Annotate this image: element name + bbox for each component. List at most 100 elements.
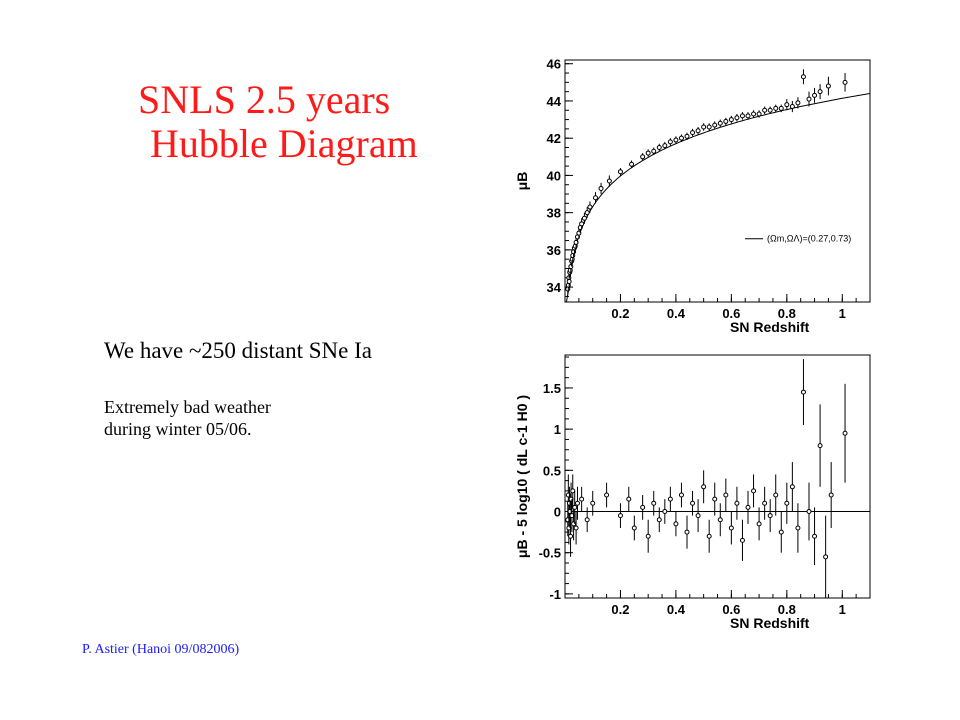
plot-frame: [564, 354, 871, 599]
data-point: [756, 111, 762, 117]
data-point: [678, 492, 684, 498]
data-point: [745, 504, 751, 510]
data-point: [745, 113, 751, 119]
data-point: [773, 105, 779, 111]
data-point: [728, 117, 734, 123]
data-point: [617, 169, 623, 175]
slide-title: SNLS 2.5 years Hubble Diagram: [138, 78, 418, 166]
data-point: [823, 554, 829, 560]
data-point: [784, 500, 790, 506]
data-point: [604, 492, 610, 498]
data-point: [640, 504, 646, 510]
data-point: [842, 79, 848, 85]
y-tick-label: 1: [554, 422, 561, 437]
data-point: [662, 143, 668, 149]
data-point: [667, 139, 673, 145]
data-point: [800, 389, 806, 395]
data-point: [572, 504, 578, 510]
title-line-2: Hubble Diagram: [150, 121, 418, 166]
data-point: [570, 488, 576, 494]
hubble-diagram: 0.2 0.4 0.6 0.8 1 34 36 38 40 42 44 46 SN Redshift (Ω…: [514, 57, 871, 335]
data-point: [566, 279, 572, 285]
hubble-residuals: 0.2 0.4 0.6 0.8 1 -1 -0.5 0 0.5 1 1.5 SN Redshift μB…: [514, 354, 871, 631]
data-point: [678, 135, 684, 141]
weather-note: Extremely bad weather during winter 05/0…: [104, 396, 271, 440]
data-point: [651, 148, 657, 154]
x-tick-label: 0.6: [722, 602, 740, 617]
x-tick-label: 0.4: [667, 602, 686, 617]
data-point: [728, 525, 734, 531]
data-point: [842, 430, 848, 436]
y-tick-label: 34: [547, 280, 562, 295]
data-point: [734, 500, 740, 506]
data-point: [795, 100, 801, 106]
y-tick-label: 38: [547, 206, 561, 221]
data-point: [828, 492, 834, 498]
y-tick-label: 42: [547, 131, 561, 146]
data-point: [717, 120, 723, 126]
data-point: [778, 529, 784, 535]
y-tick-label: 46: [547, 57, 561, 72]
x-tick-label: 0.8: [778, 602, 796, 617]
x-tick-label: 0.2: [611, 306, 629, 321]
x-tick-label: 0.8: [778, 306, 796, 321]
data-point: [673, 137, 679, 143]
y-axis-label: μB: [514, 172, 530, 191]
data-point: [579, 221, 585, 227]
y-tick-label: 0.5: [543, 463, 561, 478]
data-point: [789, 484, 795, 490]
data-point: [778, 105, 784, 111]
y-tick-label: 0: [554, 505, 561, 520]
sne-count-text: We have ~250 distant SNe Ia: [104, 338, 372, 363]
y-tick-label: 40: [547, 168, 561, 183]
data-point: [606, 178, 612, 184]
x-tick-label: 0.2: [611, 602, 629, 617]
y-tick-label: -0.5: [539, 546, 561, 561]
legend-label: (Ωm,ΩΛ)=(0.27,0.73): [767, 234, 851, 244]
data-point: [656, 144, 662, 150]
data-point: [789, 104, 795, 110]
data-point: [673, 521, 679, 527]
data-point: [706, 533, 712, 539]
data-point: [593, 195, 598, 201]
data-point: [712, 122, 718, 128]
data-point: [579, 496, 585, 502]
data-point: [573, 525, 579, 531]
x-tick-label: 0.4: [667, 306, 686, 321]
data-point: [645, 150, 651, 156]
data-point: [640, 154, 646, 160]
data-point: [695, 513, 701, 519]
data-point: [717, 517, 723, 523]
data-point: [684, 529, 690, 535]
data-point: [723, 118, 729, 124]
data-point: [817, 443, 823, 449]
y-tick-label: -1: [549, 587, 561, 602]
data-point: [767, 513, 773, 519]
data-point: [651, 500, 657, 506]
data-point: [684, 133, 690, 139]
data-point: [695, 128, 701, 134]
data-point: [581, 215, 587, 221]
title-line-1: SNLS 2.5 years: [138, 77, 391, 122]
data-point: [590, 500, 596, 506]
data-point: [587, 204, 593, 210]
data-point: [626, 496, 632, 502]
x-tick-label: 1: [839, 602, 846, 617]
data-point: [795, 525, 801, 531]
weather-note-line-1: Extremely bad weather: [104, 397, 271, 417]
data-point: [812, 92, 818, 98]
y-tick-label: 1.5: [543, 381, 561, 396]
data-point: [762, 500, 768, 506]
data-point: [568, 533, 574, 539]
y-tick-label: 44: [547, 94, 562, 109]
data-point: [631, 525, 637, 531]
data-point: [825, 83, 831, 89]
data-point: [690, 130, 696, 136]
x-tick-label: 1: [839, 306, 846, 321]
data-point: [568, 264, 574, 270]
data-point: [784, 102, 790, 108]
data-point: [645, 533, 651, 539]
footer-credit: P. Astier (Hanoi 09/082006): [82, 642, 240, 657]
x-axis-label: SN Redshift: [730, 319, 810, 335]
